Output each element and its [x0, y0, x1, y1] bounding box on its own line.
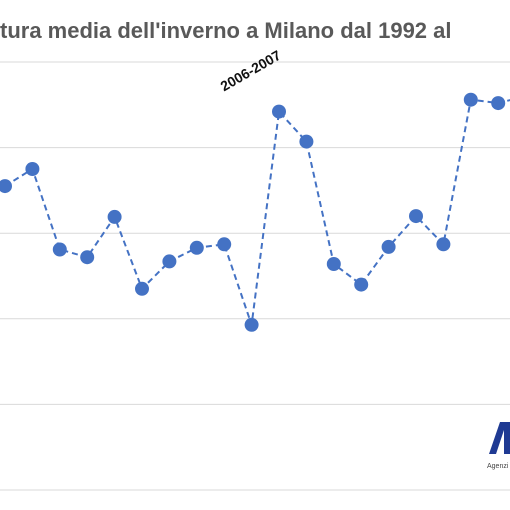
data-point [463, 92, 478, 107]
data-point [189, 240, 204, 255]
data-point [381, 239, 396, 254]
annotation-label: 2006-2007 [218, 47, 284, 94]
data-point [326, 257, 341, 271]
data-point [162, 254, 177, 269]
data-point [25, 162, 40, 176]
data-point [52, 242, 67, 257]
data-point [409, 209, 423, 224]
data-point [217, 237, 232, 252]
series-line-path [4, 98, 510, 326]
data-point [272, 104, 286, 119]
data-point [0, 179, 12, 194]
gridlines [0, 61, 510, 491]
series-points [0, 92, 506, 332]
data-point [107, 209, 122, 224]
agency-logo-icon [486, 418, 510, 478]
chart-title: tura media dell'inverno a Milano dal 199… [0, 18, 452, 43]
annotations: 2006-2007 [218, 47, 284, 94]
data-point [135, 281, 149, 296]
data-point [436, 237, 451, 252]
data-point [299, 134, 314, 149]
data-point [491, 96, 506, 111]
data-point [80, 250, 95, 265]
data-point [244, 317, 259, 332]
data-point [354, 277, 369, 292]
series-line [4, 98, 510, 326]
logo-caption: Agenzi [487, 463, 509, 470]
chart-title-area: tura media dell'inverno a Milano dal 199… [0, 0, 510, 60]
